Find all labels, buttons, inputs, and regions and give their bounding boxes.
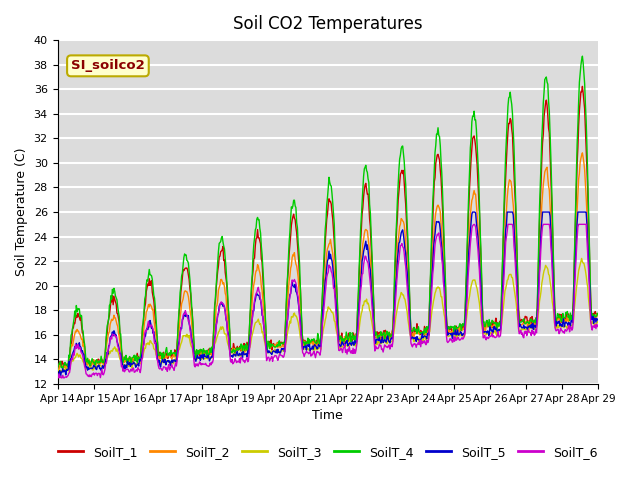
SoilT_4 — [579, 53, 586, 59]
SoilT_5 — [595, 318, 602, 324]
SoilT_6 — [63, 373, 71, 379]
SoilT_1 — [410, 324, 418, 330]
SoilT_2 — [204, 350, 211, 356]
SoilT_1 — [54, 361, 61, 367]
SoilT_5 — [394, 249, 402, 255]
SoilT_3 — [204, 356, 211, 362]
Line: SoilT_3: SoilT_3 — [58, 258, 598, 372]
Title: Soil CO2 Temperatures: Soil CO2 Temperatures — [233, 15, 422, 33]
SoilT_1 — [63, 366, 71, 372]
SoilT_5 — [410, 336, 418, 342]
SoilT_3 — [394, 301, 402, 307]
SoilT_1 — [175, 318, 182, 324]
Line: SoilT_2: SoilT_2 — [58, 153, 598, 370]
SoilT_6 — [470, 221, 478, 227]
SoilT_4 — [54, 365, 61, 371]
SoilT_2 — [120, 356, 127, 361]
SoilT_5 — [57, 373, 65, 379]
SoilT_6 — [174, 351, 182, 357]
Y-axis label: Soil Temperature (C): Soil Temperature (C) — [15, 148, 28, 276]
SoilT_4 — [174, 327, 182, 333]
SoilT_4 — [394, 197, 401, 203]
X-axis label: Time: Time — [312, 409, 343, 422]
SoilT_6 — [595, 324, 602, 330]
SoilT_4 — [203, 353, 211, 359]
SoilT_4 — [410, 328, 417, 334]
SoilT_2 — [410, 334, 418, 340]
SoilT_3 — [595, 320, 602, 325]
SoilT_1 — [394, 197, 402, 203]
SoilT_2 — [175, 332, 182, 337]
SoilT_6 — [54, 375, 61, 381]
Line: SoilT_1: SoilT_1 — [58, 86, 598, 369]
SoilT_5 — [64, 367, 72, 372]
SoilT_4 — [119, 360, 127, 365]
SoilT_2 — [54, 363, 61, 369]
Text: SI_soilco2: SI_soilco2 — [71, 60, 145, 72]
SoilT_6 — [410, 341, 417, 347]
SoilT_1 — [120, 358, 127, 363]
SoilT_3 — [54, 367, 61, 373]
SoilT_1 — [64, 366, 72, 372]
SoilT_6 — [203, 362, 211, 368]
Legend: SoilT_1, SoilT_2, SoilT_3, SoilT_4, SoilT_5, SoilT_6: SoilT_1, SoilT_2, SoilT_3, SoilT_4, Soil… — [53, 441, 603, 464]
SoilT_3 — [410, 339, 418, 345]
SoilT_6 — [394, 270, 401, 276]
SoilT_4 — [595, 312, 602, 317]
SoilT_1 — [204, 351, 211, 357]
Line: SoilT_6: SoilT_6 — [58, 224, 598, 378]
SoilT_2 — [64, 361, 72, 367]
SoilT_1 — [579, 84, 586, 89]
SoilT_5 — [468, 209, 476, 215]
SoilT_2 — [595, 312, 602, 318]
SoilT_2 — [54, 367, 62, 373]
SoilT_6 — [119, 368, 127, 374]
SoilT_2 — [394, 238, 402, 244]
SoilT_4 — [63, 361, 71, 367]
SoilT_5 — [175, 341, 182, 347]
SoilT_3 — [578, 255, 586, 261]
SoilT_3 — [56, 370, 63, 375]
Line: SoilT_5: SoilT_5 — [58, 212, 598, 376]
SoilT_3 — [120, 363, 127, 369]
SoilT_1 — [595, 311, 602, 317]
SoilT_2 — [579, 150, 586, 156]
SoilT_3 — [175, 347, 182, 353]
SoilT_5 — [120, 366, 127, 372]
SoilT_5 — [204, 355, 211, 361]
SoilT_3 — [64, 367, 72, 372]
Line: SoilT_4: SoilT_4 — [58, 56, 598, 368]
SoilT_5 — [54, 373, 61, 379]
